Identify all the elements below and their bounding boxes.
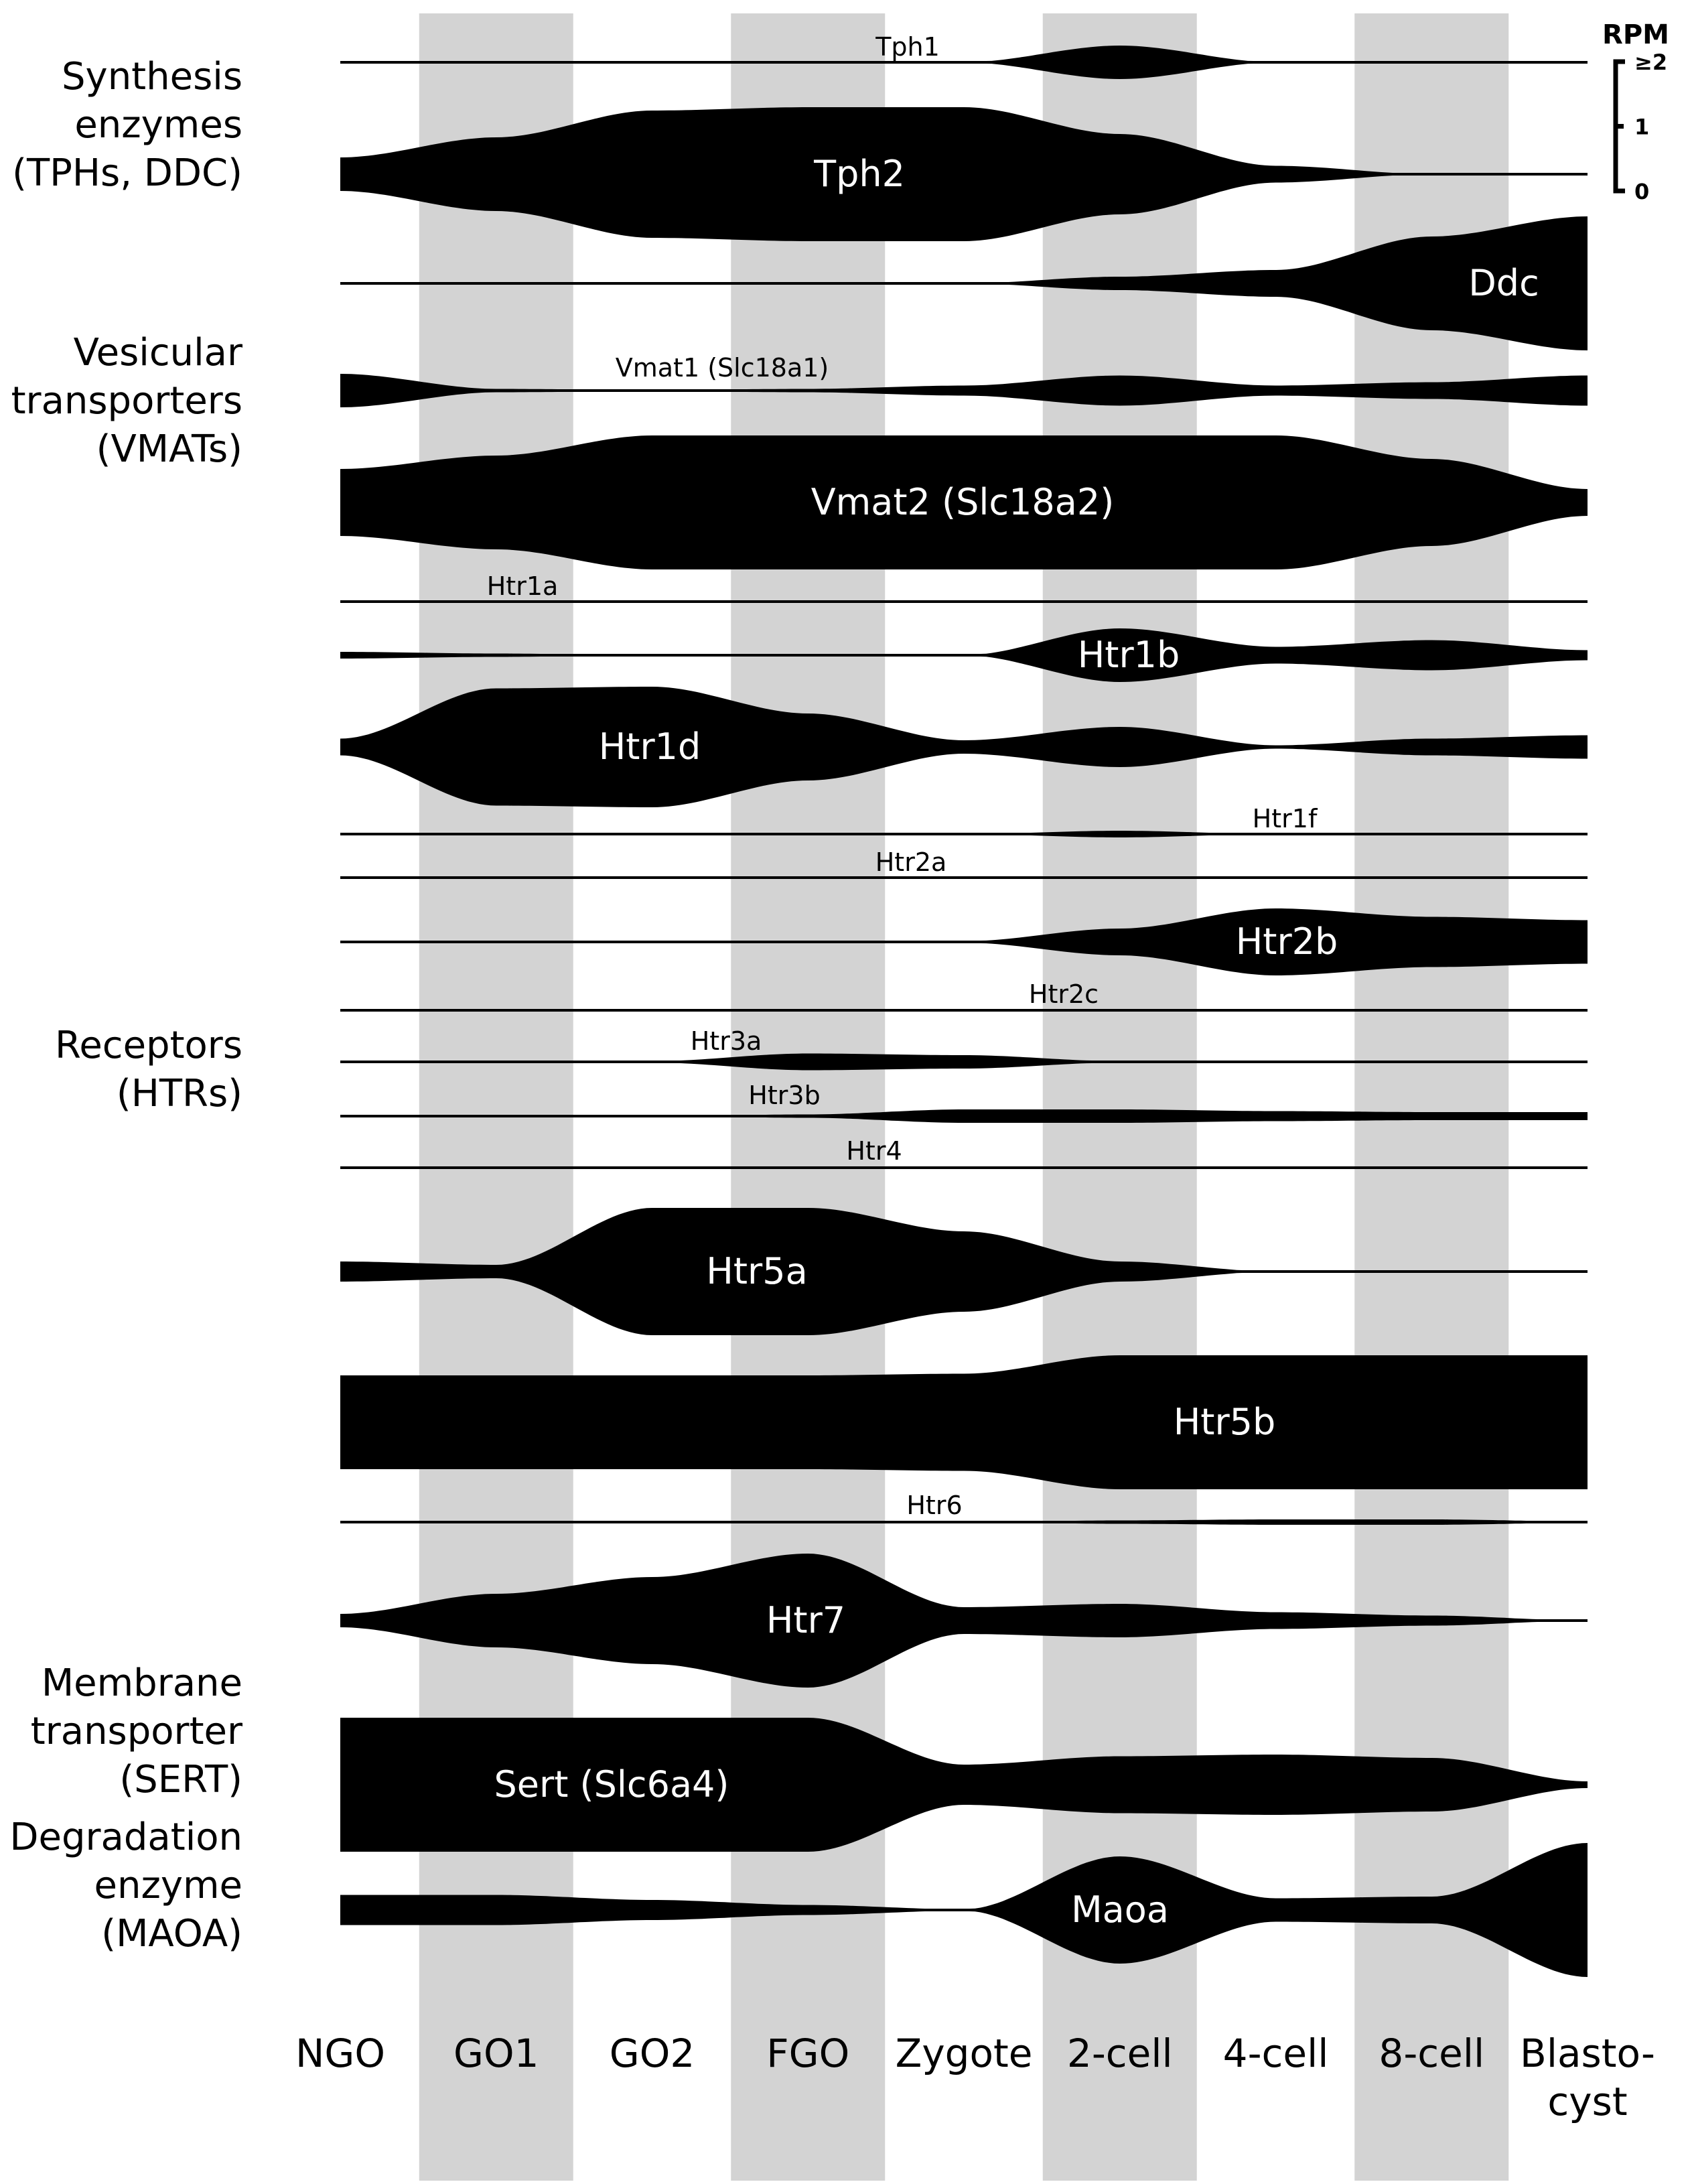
gene-label-htr3b: Htr3b [748,1081,820,1110]
gene-label-htr1d: Htr1d [599,726,701,768]
gene-label-htr3a: Htr3a [691,1026,762,1056]
gene-label-htr1a: Htr1a [487,571,559,601]
stream-vmat1-slc18a1 [340,374,1588,407]
x-tick-label-4-cell: 4-cell [1223,2031,1329,2076]
x-tick-label-go1: GO1 [453,2031,539,2076]
group-labels: Synthesis enzymes (TPHs, DDC) Vesicular tran… [9,55,243,1956]
group-label-vmats: Vesicular transporters (VMATs) [11,331,243,471]
stream-htr3b [340,1109,1588,1123]
rpm-scale-legend: RPM 0 1 ≥2 [1602,19,1669,204]
stream-htr7 [340,1554,1588,1688]
stream-htr1b [340,628,1588,682]
gene-label-htr2c: Htr2c [1029,979,1099,1009]
band-go1 [419,13,573,2181]
stream-htr1f [340,831,1588,837]
stream-htr2c [340,1009,1588,1012]
rpm-scale-tick-2: ≥2 [1634,50,1667,75]
stream-tph1 [340,46,1588,79]
stream-htr1a [340,600,1588,603]
gene-label-tph2: Tph2 [813,153,905,195]
gene-label-maoa: Maoa [1071,1889,1169,1931]
stream-maoa [340,1843,1588,1977]
group-label-sert: Membrane transporter (SERT) [31,1661,243,1801]
stream-htr2a [340,876,1588,879]
group-label-maoa: Degradation enzyme (MAOA) [9,1816,242,1956]
band-2-cell [1042,13,1197,2181]
stream-htr3a [340,1053,1588,1071]
expression-streams [340,46,1588,1977]
gene-label-tph1: Tph1 [875,32,940,62]
gene-label-htr5a: Htr5a [706,1250,807,1292]
gene-label-htr1b: Htr1b [1078,634,1180,676]
stream-htr2b [340,908,1588,975]
stream-sert-slc6a4 [340,1718,1588,1852]
stage-bands [419,13,1509,2181]
x-tick-label-fgo: FGO [766,2031,849,2076]
gene-label-htr6: Htr6 [906,1491,962,1520]
x-tick-label-blasto-cyst: Blasto-cyst [1520,2031,1655,2124]
stream-htr6 [340,1519,1588,1525]
rpm-scale-title: RPM [1602,19,1669,50]
gene-labels: Tph1 Tph2 Ddc Vmat1 (Slc18a1) Vmat2 (Slc18a2… [487,32,1539,1931]
gene-label-htr2b: Htr2b [1236,920,1338,963]
x-tick-label-zygote: Zygote [896,2031,1033,2076]
x-axis-stage-labels: NGO GO1 GO2 FGO Zygote 2-cell 4-cell 8-cell Blas… [295,2031,1655,2124]
stream-htr5b [340,1355,1588,1489]
gene-label-htr2a: Htr2a [875,847,947,877]
group-label-htrs: Receptors (HTRs) [55,1024,242,1115]
x-tick-label-8-cell: 8-cell [1379,2031,1484,2076]
rpm-scale-tick-0: 0 [1634,179,1649,204]
gene-label-vmat1-slc18a1: Vmat1 (Slc18a1) [616,353,829,383]
x-tick-label-ngo: NGO [295,2031,385,2076]
x-tick-label-go2: GO2 [610,2031,695,2076]
stream-vmat2-slc18a2 [340,435,1588,569]
gene-label-sert-slc6a4: Sert (Slc6a4) [494,1763,729,1805]
stream-htr4 [340,1166,1588,1169]
stream-htr1d [340,687,1588,807]
gene-label-htr4: Htr4 [846,1136,902,1166]
stream-tph2 [340,107,1588,241]
gene-label-ddc: Ddc [1468,262,1539,304]
gene-label-vmat2-slc18a2: Vmat2 (Slc18a2) [811,481,1115,523]
gene-label-htr5b: Htr5b [1174,1401,1276,1443]
x-tick-label-2-cell: 2-cell [1067,2031,1173,2076]
gene-label-htr7: Htr7 [766,1599,845,1641]
stream-htr5a [340,1208,1588,1335]
rpm-scale-tick-1: 1 [1634,115,1649,140]
stream-ddc [340,216,1588,350]
group-label-tphs-ddc: Synthesis enzymes (TPHs, DDC) [12,55,242,195]
band-8-cell [1354,13,1509,2181]
gene-label-htr1f: Htr1f [1253,804,1318,833]
